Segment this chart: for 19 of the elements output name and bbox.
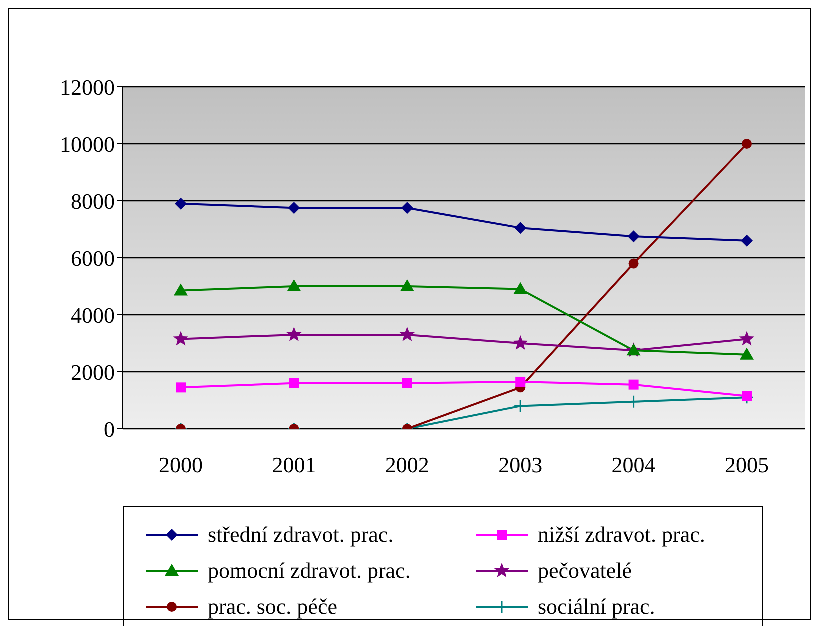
y-tick-label: 8000 — [71, 188, 115, 214]
y-tick-label: 10000 — [60, 132, 115, 157]
legend-label: prac. soc. péče — [208, 594, 338, 620]
legend-label: střední zdravot. prac. — [208, 522, 394, 548]
x-tick-label: 2002 — [385, 452, 430, 478]
legend-label: sociální prac. — [538, 594, 656, 620]
legend-label: pomocní zdravot. prac. — [208, 558, 411, 584]
y-tick-label: 6000 — [71, 246, 115, 271]
x-tick-label: 2003 — [498, 452, 543, 478]
x-tick-label: 2001 — [272, 452, 316, 478]
legend-label: nižší zdravot. prac. — [538, 522, 706, 548]
y-tick-label: 12000 — [60, 74, 115, 100]
y-tick-label: 2000 — [71, 360, 115, 385]
x-tick-label: 2005 — [725, 452, 769, 478]
x-tick-label: 2000 — [159, 452, 203, 478]
legend-label: pečovatelé — [538, 558, 632, 584]
y-tick-label: 4000 — [71, 302, 115, 328]
x-tick-label: 2004 — [612, 452, 656, 478]
y-tick-label: 0 — [104, 416, 115, 442]
